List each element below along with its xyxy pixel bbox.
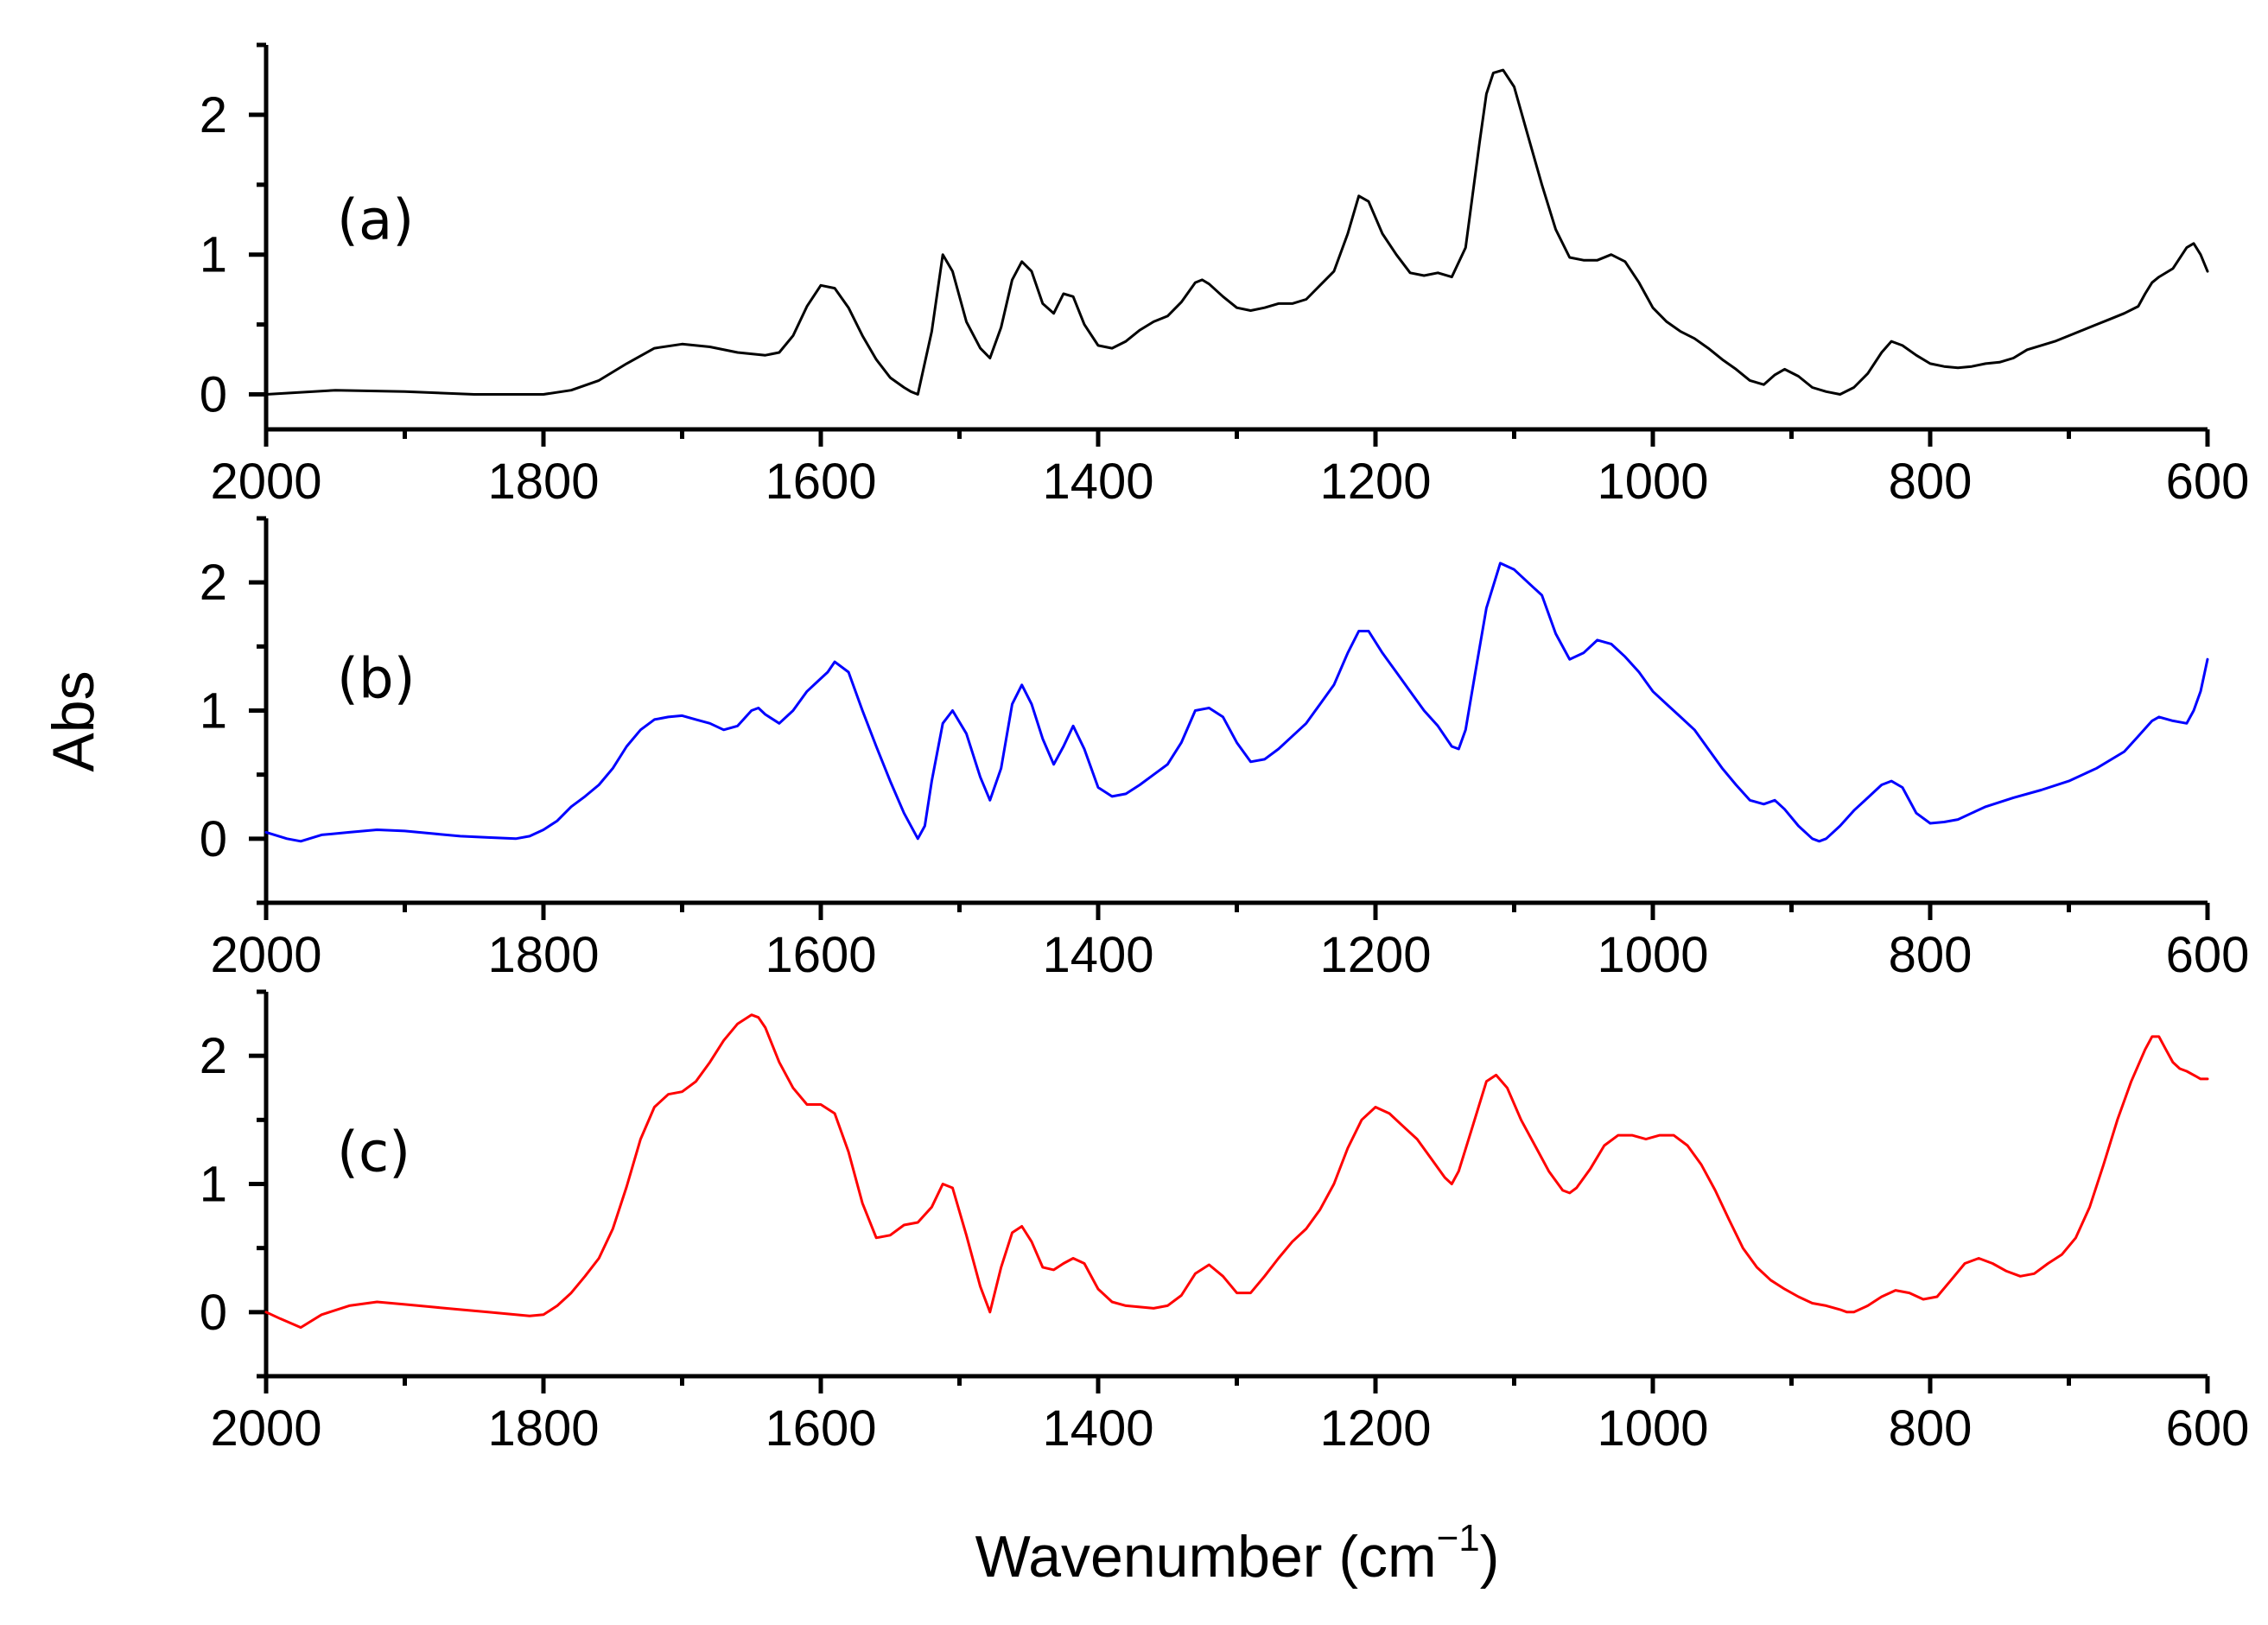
- panel-c-label: (c): [337, 1120, 410, 1184]
- panel-a-series-line: [264, 68, 2209, 396]
- panel-b-label: (b): [337, 647, 416, 711]
- panel-a-x-tick-label: 2000: [210, 454, 321, 510]
- panel-c-y-tick-label: 1: [200, 1157, 227, 1213]
- panel-c-y-tick-label: 2: [200, 1028, 227, 1084]
- panel-c-x-tick-label: 1000: [1597, 1400, 1708, 1457]
- panel-c-series-line: [264, 1013, 2209, 1330]
- panel-c: 0 1 2 2000 1800 1600 1400 1200 1000 800 600 (c): [200, 989, 2250, 1457]
- panel-a-x-tick-label: 1200: [1319, 454, 1431, 510]
- panel-a-y-tick-label: 0: [200, 367, 227, 423]
- panel-b-series-line: [264, 562, 2209, 843]
- panel-b-y-tick-label: 2: [200, 555, 227, 611]
- panel-c-x-tick-label: 1200: [1319, 1400, 1431, 1457]
- panel-c-x-tick-label: 1800: [487, 1400, 599, 1457]
- panel-b-x-tick-label: 1800: [487, 927, 599, 983]
- panel-a-label: (a): [337, 188, 414, 252]
- panel-b-x-tick-label: 1200: [1319, 927, 1431, 983]
- panel-b-x-tick-label: 1000: [1597, 927, 1708, 983]
- panel-b: 0 1 2 2000 1800 1600 1400 1200 1000 800 600 (b): [200, 516, 2250, 983]
- panel-c-y-tick-label: 0: [200, 1285, 227, 1341]
- panel-b-y-tick-label: 1: [200, 683, 227, 740]
- panel-c-x-tick-label: 2000: [210, 1400, 321, 1457]
- x-axis-title: Wavenumber (cm−1): [975, 1517, 1500, 1590]
- panel-a-x-tick-label: 1000: [1597, 454, 1708, 510]
- panel-a-x-tick-label: 600: [2166, 454, 2250, 510]
- panel-a-x-tick-label: 1800: [487, 454, 599, 510]
- panel-b-x-tick-label: 2000: [210, 927, 321, 983]
- y-axis-title: Abs: [41, 670, 106, 771]
- panel-b-x-tick-label: 600: [2166, 927, 2250, 983]
- panel-a-x-tick-label: 1600: [765, 454, 876, 510]
- panel-a-x-tick-label: 800: [1889, 454, 1973, 510]
- panel-b-y-tick-label: 0: [200, 811, 227, 867]
- x-axis-title-main: Wavenumber (cm: [975, 1524, 1437, 1590]
- panel-c-x-tick-label: 1600: [765, 1400, 876, 1457]
- panel-a-y-tick-label: 1: [200, 227, 227, 283]
- x-axis-title-superscript: −1: [1437, 1517, 1480, 1559]
- panel-c-x-tick-label: 600: [2166, 1400, 2250, 1457]
- x-axis-title-close: ): [1480, 1524, 1500, 1590]
- panel-b-x-tick-label: 1600: [765, 927, 876, 983]
- panel-a-x-tick-label: 1400: [1042, 454, 1153, 510]
- panel-a-y-tick-label: 2: [200, 87, 227, 143]
- panel-b-x-tick-label: 1400: [1042, 927, 1153, 983]
- panel-c-x-tick-label: 1400: [1042, 1400, 1153, 1457]
- panel-b-x-tick-label: 800: [1889, 927, 1973, 983]
- panel-c-x-tick-label: 800: [1889, 1400, 1973, 1457]
- panel-a: 0 1 2 2000 1800 1600 1400 1200 1000 800 600 (a): [200, 42, 2250, 510]
